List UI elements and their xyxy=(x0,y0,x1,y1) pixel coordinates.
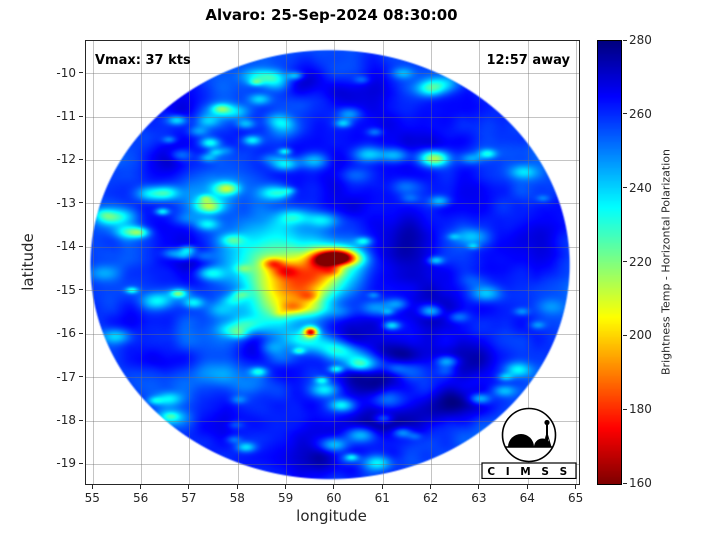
colorbar-tick-mark xyxy=(623,39,627,41)
grid-line-y xyxy=(86,203,579,205)
x-tick-mark xyxy=(140,485,142,489)
x-tick-label: 61 xyxy=(374,491,390,505)
grid-line-y xyxy=(86,246,579,248)
time-away-annotation: 12:57 away xyxy=(486,53,570,68)
grid-line-y xyxy=(86,463,579,465)
x-tick-label: 57 xyxy=(181,491,197,505)
grid-line-y xyxy=(86,377,579,379)
grid-line-x xyxy=(479,41,481,484)
cimss-logo: C I M S S xyxy=(481,407,577,483)
colorbar-tick-mark xyxy=(623,187,627,189)
grid-line-x xyxy=(92,41,94,484)
grid-line-x xyxy=(527,41,529,484)
y-tick-mark xyxy=(79,158,83,160)
grid-line-y xyxy=(86,159,579,161)
colorbar-tick-mark xyxy=(623,113,627,115)
grid-line-x xyxy=(237,41,239,484)
colorbar-tick-mark xyxy=(623,408,627,410)
y-tick-label: -17 xyxy=(56,369,76,384)
y-tick-label: -11 xyxy=(56,109,76,123)
grid-line-x xyxy=(141,41,143,484)
vmax-annotation: Vmax: 37 kts xyxy=(95,53,191,68)
x-tick-label: 56 xyxy=(132,491,149,505)
colorbar-tick-label: 200 xyxy=(629,328,652,343)
y-tick-label: -19 xyxy=(56,456,76,471)
swath-canvas xyxy=(86,41,579,484)
colorbar-label: Brightness Temp - Horizontal Polarizatio… xyxy=(659,149,673,375)
plot-area: Vmax: 37 kts 12:57 away C I M S S xyxy=(85,40,580,485)
x-tick-label: 58 xyxy=(229,491,245,505)
x-tick-label: 64 xyxy=(519,491,535,505)
y-tick-mark xyxy=(79,202,83,204)
colorbar-canvas xyxy=(598,41,621,484)
y-tick-mark xyxy=(79,115,83,117)
cimss-logo-graphic: C I M S S xyxy=(481,407,577,480)
colorbar-tick-mark xyxy=(623,334,627,336)
colorbar-tick-label: 260 xyxy=(629,106,652,121)
x-tick-label: 55 xyxy=(84,491,100,505)
x-tick-label: 62 xyxy=(422,491,439,505)
colorbar-tick-label: 160 xyxy=(629,476,652,490)
y-tick-label: -12 xyxy=(56,152,76,167)
grid-line-y xyxy=(86,290,579,292)
x-tick-label: 60 xyxy=(326,491,342,505)
y-tick-label: -13 xyxy=(56,195,76,210)
x-tick-mark xyxy=(285,485,287,489)
grid-line-x xyxy=(431,41,433,484)
colorbar-tick-mark xyxy=(623,482,627,484)
cimss-logo-text: C I M S S xyxy=(487,466,570,478)
x-tick-mark xyxy=(478,485,480,489)
y-tick-label: -14 xyxy=(56,239,76,254)
colorbar-tick-label: 180 xyxy=(629,402,652,417)
grid-line-y xyxy=(86,333,579,335)
y-tick-mark xyxy=(79,289,83,291)
y-tick-label: -10 xyxy=(56,65,76,80)
grid-line-x xyxy=(334,41,336,484)
x-tick-label: 65 xyxy=(567,491,584,505)
y-tick-mark xyxy=(79,376,83,378)
y-tick-mark xyxy=(79,245,83,247)
colorbar-tick-label: 280 xyxy=(629,33,652,47)
grid-line-x xyxy=(382,41,384,484)
x-tick-mark xyxy=(236,485,238,489)
grid-line-y xyxy=(86,116,579,118)
x-tick-label: 59 xyxy=(277,491,294,505)
x-tick-mark xyxy=(333,485,335,489)
x-tick-label: 63 xyxy=(471,491,487,505)
y-tick-mark xyxy=(79,72,83,74)
grid-line-x xyxy=(286,41,288,484)
colorbar-tick-mark xyxy=(623,261,627,262)
y-tick-label: -16 xyxy=(56,326,76,341)
x-tick-mark xyxy=(430,485,432,489)
chart-title: Alvaro: 25-Sep-2024 08:30:00 xyxy=(205,6,458,24)
y-tick-mark xyxy=(79,332,83,334)
x-tick-mark xyxy=(188,485,190,489)
y-tick-mark xyxy=(79,462,83,464)
grid-line-x xyxy=(189,41,191,484)
colorbar-tick-label: 240 xyxy=(629,180,652,195)
grid-line-y xyxy=(86,420,579,422)
x-axis-label: longitude xyxy=(296,507,367,525)
colorbar-tick-label: 220 xyxy=(629,254,652,269)
grid-line-y xyxy=(86,73,579,75)
x-tick-mark xyxy=(381,485,383,489)
y-tick-label: -15 xyxy=(56,282,76,297)
grid-line-x xyxy=(576,41,578,484)
colorbar xyxy=(597,40,622,485)
y-axis-label: latitude xyxy=(19,233,37,291)
x-tick-mark xyxy=(526,485,528,489)
x-tick-mark xyxy=(91,485,93,489)
y-tick-mark xyxy=(79,419,83,421)
y-tick-label: -18 xyxy=(56,413,76,428)
x-tick-mark xyxy=(575,485,577,489)
